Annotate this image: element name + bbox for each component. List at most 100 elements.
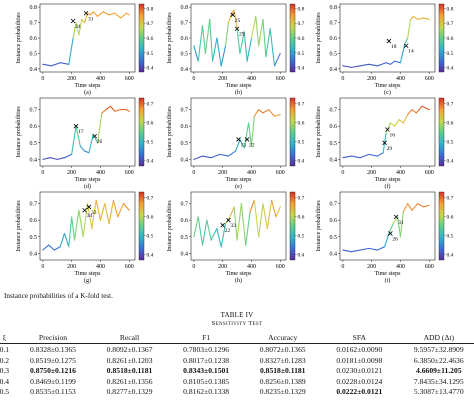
y-axis-label: Instance probabilities xyxy=(316,200,322,252)
x-tick-label: 600 xyxy=(425,264,434,270)
series-segment xyxy=(359,63,370,67)
series-segment xyxy=(117,203,125,218)
y-tick-label: 0.5 xyxy=(181,51,189,57)
cell-precision: 0.8469±0.1199 xyxy=(30,376,76,386)
series-segment xyxy=(236,28,241,55)
header-sfa: SFA xyxy=(352,333,366,342)
series-segment xyxy=(342,155,353,159)
series-segment xyxy=(79,145,86,152)
x-marker xyxy=(92,133,97,139)
series-segment xyxy=(112,199,119,218)
x-tick-label: 200 xyxy=(218,264,227,270)
series-segment xyxy=(239,138,245,149)
series-segment xyxy=(89,11,94,16)
y-axis-label: Instance probabilities xyxy=(16,12,22,64)
x-tick-label: 0 xyxy=(41,76,44,82)
x-axis-label: Time steps xyxy=(375,83,402,89)
x-tick-label: 0 xyxy=(41,264,44,270)
y-axis-label: Instance probabilities xyxy=(316,106,322,158)
marker-label: 17 xyxy=(78,129,84,135)
x-marker xyxy=(83,10,89,16)
series-segment xyxy=(389,122,396,127)
y-tick-label: 0.4 xyxy=(181,157,189,163)
series-segment xyxy=(50,62,61,67)
colorbar-tick-label: 0.7 xyxy=(298,196,305,202)
cell-precision: 0.8328±0.1365 xyxy=(30,345,76,355)
series-segment xyxy=(407,18,412,39)
series-segment xyxy=(212,37,218,62)
header-f1: F1 xyxy=(202,333,211,342)
colorbar-tick-label: 0.7 xyxy=(447,102,454,108)
series-segment xyxy=(95,199,102,221)
series-segment xyxy=(42,157,51,160)
panel-label: (i) xyxy=(385,277,391,284)
series-segment xyxy=(102,11,110,16)
panel-label: (e) xyxy=(235,183,242,190)
colorbar-tick-label: 0.4 xyxy=(298,158,305,164)
cell-accuracy: 0.8256±0.1389 xyxy=(259,376,306,386)
panel-g: Instance probabilities 0.4 0.5 0.6 0.7 0 200 40… xyxy=(16,191,154,284)
cell-xi: 0.4 xyxy=(0,376,10,386)
series-segment xyxy=(262,18,267,58)
series-segment xyxy=(273,114,281,117)
marker-label: 29 xyxy=(239,32,245,38)
cell-precision: 0.8750±0.1216 xyxy=(30,366,76,376)
y-axis-label: Instance probabilities xyxy=(316,12,322,64)
cell-sfa: 0.0228±0.0124 xyxy=(336,376,383,386)
x-tick-label: 0 xyxy=(341,264,344,270)
series-segment xyxy=(342,249,353,253)
x-tick-label: 400 xyxy=(96,170,105,176)
cell-add: 9.5957±32.8909 xyxy=(413,345,464,355)
y-tick-label: 0.6 xyxy=(181,218,189,224)
x-marker xyxy=(403,43,409,49)
series-segment xyxy=(220,222,227,248)
plot-frame xyxy=(339,3,436,73)
series-segment xyxy=(227,14,232,24)
series-segment xyxy=(63,153,73,159)
colorbar-tick-label: 0.4 xyxy=(147,158,154,164)
series-segment xyxy=(243,31,248,62)
series-segment xyxy=(193,45,199,62)
x-marker xyxy=(70,18,76,24)
x-marker xyxy=(220,222,225,228)
colorbar-tick-label: 0.4 xyxy=(298,66,305,72)
series-segment xyxy=(412,15,419,21)
cell-add: 5.3087±13.4770 xyxy=(413,387,464,397)
y-tick-label: 0.4 xyxy=(330,251,338,257)
series-segment xyxy=(193,216,199,238)
colorbar-tick-label: 0.7 xyxy=(447,196,454,202)
y-axis-label: Instance probabilities xyxy=(16,106,22,158)
marker-label: 31 xyxy=(398,220,404,226)
y-tick-label: 0.6 xyxy=(181,124,189,130)
cell-xi: 0.2 xyxy=(0,355,10,365)
x-marker xyxy=(386,38,392,44)
series-segment xyxy=(359,247,370,251)
x-tick-label: 200 xyxy=(367,170,376,176)
marker-label: 16 xyxy=(390,133,396,139)
cell-accuracy: 0.8235±0.1329 xyxy=(259,387,306,397)
series-segment xyxy=(245,211,251,246)
series-segment xyxy=(422,204,430,208)
series-segment xyxy=(233,206,238,241)
series-segment xyxy=(97,112,103,144)
series-segment xyxy=(63,232,70,248)
series-segment xyxy=(253,199,260,238)
x-tick-label: 400 xyxy=(396,76,405,82)
series-segment xyxy=(78,209,84,238)
plot-frame xyxy=(39,97,136,167)
y-tick-label: 0.7 xyxy=(30,108,38,114)
series-segment xyxy=(84,12,89,24)
series-segment xyxy=(399,211,404,238)
colorbar-tick-label: 0.7 xyxy=(147,21,154,27)
series-segment xyxy=(201,155,212,159)
marker-label: 31 xyxy=(88,16,94,22)
x-tick-label: 600 xyxy=(425,76,434,82)
cell-add: 7.8435±34.1295 xyxy=(413,376,464,386)
x-marker xyxy=(82,207,87,213)
series-segment xyxy=(376,62,387,67)
series-segment xyxy=(105,105,112,111)
series-segment xyxy=(422,17,430,21)
x-marker xyxy=(234,26,240,32)
marker-label: 22 xyxy=(225,228,231,234)
panel-label: (h) xyxy=(235,277,242,284)
